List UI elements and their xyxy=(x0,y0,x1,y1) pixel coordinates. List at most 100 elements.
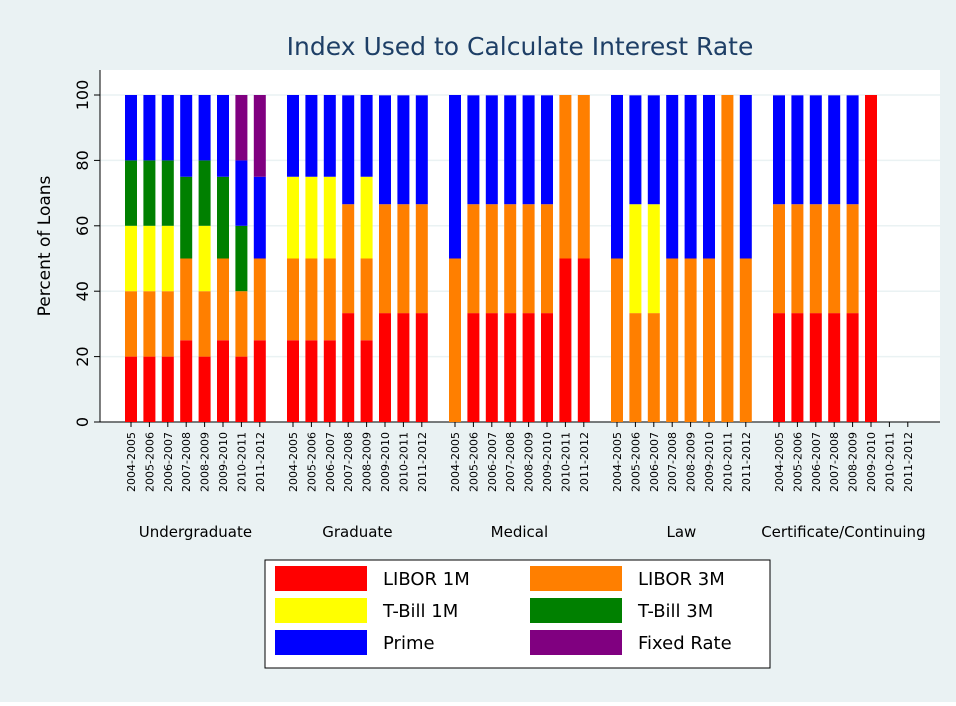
x-tick-label: 2004-2005 xyxy=(449,432,462,492)
x-tick-label: 2010-2011 xyxy=(559,432,572,492)
x-tick-label: 2004-2005 xyxy=(773,432,786,492)
bar-segment xyxy=(342,204,355,314)
bar-segment xyxy=(721,95,734,422)
bar-segment xyxy=(629,204,642,314)
x-tick-label: 2011-2012 xyxy=(416,432,429,492)
legend-swatch xyxy=(275,598,367,623)
legend-swatch xyxy=(275,630,367,655)
x-tick-label: 2011-2012 xyxy=(740,432,753,492)
bar-segment xyxy=(253,176,266,259)
bar-segment xyxy=(791,204,804,314)
bar-segment xyxy=(161,356,174,422)
legend-label: T-Bill 1M xyxy=(382,601,458,622)
bar-segment xyxy=(846,204,859,314)
bar-segment xyxy=(666,95,679,259)
bar-segment xyxy=(577,95,590,259)
x-tick-label: 2006-2007 xyxy=(324,432,337,492)
x-tick-label: 2008-2009 xyxy=(199,432,212,492)
x-tick-label: 2009-2010 xyxy=(379,432,392,492)
bar-segment xyxy=(773,313,785,422)
bar-segment xyxy=(161,225,174,292)
bar-segment xyxy=(125,160,137,226)
bar-segment xyxy=(647,313,660,422)
bar-segment xyxy=(287,176,299,259)
bar-segment xyxy=(198,225,211,292)
bar-segment xyxy=(342,313,355,422)
x-tick-label: 2007-2008 xyxy=(180,432,193,492)
x-tick-label: 2009-2010 xyxy=(865,432,878,492)
x-tick-label: 2010-2011 xyxy=(397,432,410,492)
x-tick-label: 2004-2005 xyxy=(125,432,138,492)
bar-segment xyxy=(739,258,752,422)
bar-segment xyxy=(541,313,553,422)
legend-label: Fixed Rate xyxy=(638,633,732,654)
bar-segment xyxy=(739,95,752,259)
x-tick-label: 2008-2009 xyxy=(361,432,374,492)
bar-segment xyxy=(504,95,517,205)
bar-segment xyxy=(125,225,137,292)
y-tick-label: 40 xyxy=(73,281,92,301)
legend-swatch xyxy=(530,598,622,623)
bar-segment xyxy=(161,95,174,161)
legend-label: T-Bill 3M xyxy=(637,601,713,622)
bar-segment xyxy=(379,95,391,205)
bar-segment xyxy=(629,313,642,422)
bar-segment xyxy=(809,204,822,314)
bar-segment xyxy=(217,95,229,177)
bar-segment xyxy=(467,204,480,314)
x-tick-label: 2006-2007 xyxy=(648,432,661,492)
bar-segment xyxy=(846,313,859,422)
bar-segment xyxy=(323,340,336,422)
bar-segment xyxy=(485,204,498,314)
bar-segment xyxy=(360,340,373,422)
bar-segment xyxy=(198,95,211,161)
bar-segment xyxy=(559,258,572,422)
bar-segment xyxy=(360,258,373,341)
x-tick-label: 2011-2012 xyxy=(578,432,591,492)
legend-label: LIBOR 1M xyxy=(383,569,470,590)
bar-segment xyxy=(253,95,266,177)
bar-segment xyxy=(828,204,841,314)
bar-segment xyxy=(846,95,859,205)
bar-segment xyxy=(522,313,535,422)
bar-segment xyxy=(180,258,193,341)
bar-segment xyxy=(323,176,336,259)
bar-segment xyxy=(415,313,428,422)
bar-segment xyxy=(791,95,804,205)
bar-segment xyxy=(143,160,156,226)
y-axis-label: Percent of Loans xyxy=(35,175,55,316)
bar-segment xyxy=(397,95,410,205)
group-label: Graduate xyxy=(322,523,392,541)
x-tick-label: 2008-2009 xyxy=(685,432,698,492)
bar-segment xyxy=(647,204,660,314)
bar-segment xyxy=(647,95,660,205)
x-tick-label: 2010-2011 xyxy=(883,432,896,492)
bar-segment xyxy=(143,95,156,161)
bar-segment xyxy=(323,258,336,341)
bar-segment xyxy=(235,356,248,422)
y-tick-label: 80 xyxy=(73,150,92,170)
bar-segment xyxy=(467,313,480,422)
bar-segment xyxy=(485,313,498,422)
bar-segment xyxy=(791,313,804,422)
x-tick-label: 2005-2006 xyxy=(629,432,642,492)
bar-segment xyxy=(198,160,211,226)
bar-segment xyxy=(684,258,697,422)
bar-segment xyxy=(541,204,553,314)
bar-segment xyxy=(828,313,841,422)
bar-segment xyxy=(305,95,318,177)
x-tick-label: 2008-2009 xyxy=(523,432,536,492)
bar-segment xyxy=(235,225,248,292)
x-tick-label: 2010-2011 xyxy=(721,432,734,492)
bar-segment xyxy=(703,258,715,422)
x-tick-label: 2010-2011 xyxy=(235,432,248,492)
bar-segment xyxy=(666,258,679,422)
y-tick-label: 20 xyxy=(73,346,92,366)
bar-segment xyxy=(449,258,461,422)
group-label: Undergraduate xyxy=(139,523,252,541)
bar-segment xyxy=(143,225,156,292)
y-tick-label: 100 xyxy=(73,80,92,111)
x-tick-label: 2005-2006 xyxy=(143,432,156,492)
x-tick-label: 2009-2010 xyxy=(541,432,554,492)
bar-segment xyxy=(253,258,266,341)
